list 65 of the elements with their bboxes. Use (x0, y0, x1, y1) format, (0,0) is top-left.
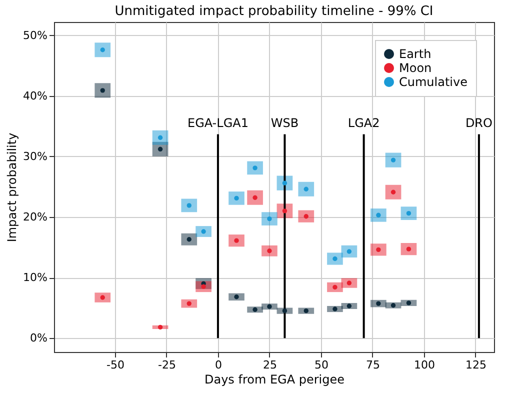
ref-line-label: EGA-LGA1 (187, 116, 248, 130)
x-tick-label: 125 (465, 358, 486, 372)
point (186, 237, 192, 242)
point (201, 284, 206, 289)
chart-title: Unmitigated impact probability timeline - 99% CI (114, 4, 434, 19)
point (234, 196, 239, 201)
x-tick-label: 100 (414, 358, 435, 372)
ref-line-label: WSB (270, 116, 299, 130)
x-tick-label: -25 (158, 358, 176, 372)
x-tick-label: 75 (366, 358, 380, 372)
point (376, 212, 381, 218)
y-tick-label: 10% (23, 271, 48, 284)
y-tick-label: 40% (23, 89, 48, 102)
legend-label: Moon (399, 61, 432, 75)
point (100, 48, 105, 52)
ref-line-label: DRO (465, 116, 492, 130)
x-tick-label: 50 (314, 358, 328, 372)
point (158, 135, 163, 140)
point (304, 214, 308, 219)
point (332, 284, 338, 290)
point (267, 216, 272, 222)
point (201, 229, 206, 234)
point (252, 166, 258, 170)
point (304, 308, 308, 314)
x-axis-title: Days from EGA perigee (204, 372, 345, 386)
legend-label: Earth (399, 47, 432, 61)
point (234, 238, 239, 243)
point (186, 203, 192, 208)
point (390, 303, 396, 308)
point (376, 247, 381, 252)
point (346, 249, 352, 254)
y-tick-label: 20% (23, 210, 48, 224)
point (234, 294, 239, 300)
y-tick-label: 50% (23, 28, 48, 42)
y-axis-title: Impact probability (5, 132, 20, 242)
point (158, 146, 163, 152)
y-tick-label: 30% (23, 150, 48, 163)
point (390, 158, 396, 162)
point (332, 306, 338, 312)
point (304, 186, 308, 192)
x-tick-label: -50 (106, 358, 124, 372)
point (100, 295, 105, 300)
point (282, 308, 288, 314)
y-tick-label: 0% (30, 332, 48, 345)
point (252, 307, 258, 312)
point (282, 208, 288, 214)
ref-line-label: LGA2 (348, 116, 380, 130)
point (346, 304, 352, 308)
x-tick-label: 25 (262, 358, 277, 372)
point (267, 304, 272, 309)
point (186, 301, 192, 306)
point (390, 190, 396, 194)
point (282, 180, 288, 186)
point (406, 300, 412, 306)
point (100, 88, 105, 93)
point (406, 246, 412, 252)
point (158, 324, 163, 330)
point (267, 248, 272, 254)
x-tick-label: 0 (214, 358, 222, 372)
point (406, 211, 412, 216)
legend-label: Cumulative (399, 75, 468, 89)
point (376, 301, 381, 306)
point (252, 195, 258, 200)
point (346, 280, 352, 286)
point (332, 256, 338, 262)
